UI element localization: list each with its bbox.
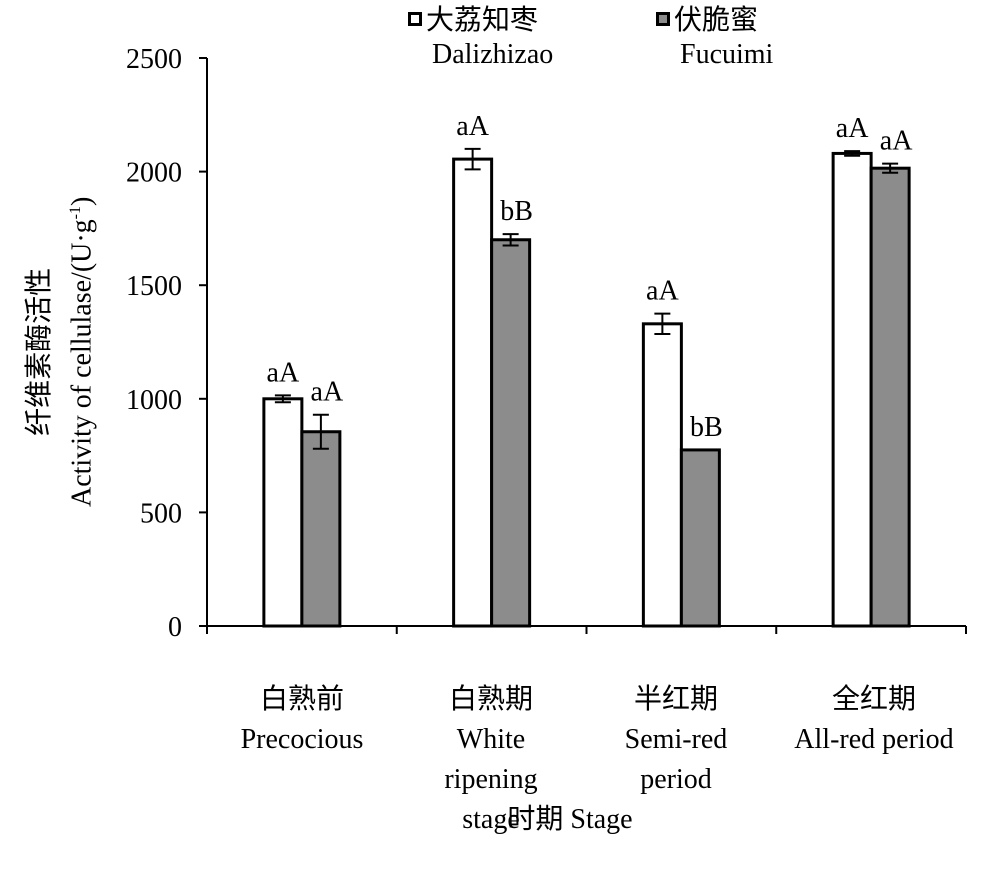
y-tick-label: 2500 (126, 44, 182, 75)
bar-fucuimi (869, 166, 911, 628)
significance-label: aA (836, 113, 869, 144)
bar-fucuimi (300, 430, 342, 628)
y-tick-label: 2000 (126, 158, 182, 189)
bars-group (262, 147, 911, 628)
legend-item-fucuimi: 伏脆蜜 Fucuimi (656, 4, 773, 72)
y-tick-label: 1500 (126, 271, 182, 302)
legend-label-en: Fucuimi (680, 39, 774, 70)
bar-dalizhizao (452, 157, 494, 628)
y-tick-label: 500 (140, 498, 182, 529)
y-tick-label: 1000 (126, 385, 182, 416)
x-category-label: 全红期 All-red period (794, 684, 954, 755)
y-tick-label: 0 (168, 612, 182, 643)
legend-label-zh: 大荔知枣 (426, 5, 539, 36)
x-category-label: 白熟期 White ripening stage (444, 684, 538, 835)
legend-swatch-white (408, 12, 422, 26)
significance-label: aA (880, 126, 913, 157)
significance-label: aA (646, 276, 679, 307)
significance-label: bB (500, 196, 533, 227)
bar-dalizhizao (641, 322, 683, 628)
y-axis-title-en: Activity of cellulase/(U·g-1) (66, 196, 98, 507)
chart-canvas: 0 500 1000 1500 2000 2500 aA aA aA bB aA bB aA aA (126, 44, 967, 643)
legend-item-dalizhizao: 大荔知枣 Dalizhizao (408, 4, 553, 72)
significance-label: aA (456, 111, 489, 142)
x-category-label: 白熟前 Precocious (240, 684, 364, 755)
significance-label: aA (267, 357, 300, 388)
legend-label-en: Dalizhizao (432, 39, 554, 70)
legend-swatch-gray (656, 12, 670, 26)
x-category-label: 半红期 Semi-red period (624, 684, 728, 795)
y-axis-title: 纤维素酶活性 Activity of cellulase/(U·g-1) (22, 197, 100, 507)
significance-label: aA (311, 377, 344, 408)
y-axis-title-zh: 纤维素酶活性 (24, 267, 55, 436)
bar-labels-group: aA aA aA bB aA bB aA aA (267, 111, 914, 443)
legend-label-zh: 伏脆蜜 (674, 5, 759, 36)
bar-fucuimi (679, 448, 721, 628)
significance-label: bB (690, 412, 723, 443)
bar-dalizhizao (262, 397, 304, 628)
bar-fucuimi (490, 238, 532, 628)
bar-dalizhizao (831, 151, 873, 628)
x-axis-title: 时期 Stage (507, 804, 633, 835)
legend: 大荔知枣 Dalizhizao 伏脆蜜 Fucuimi (0, 4, 994, 84)
